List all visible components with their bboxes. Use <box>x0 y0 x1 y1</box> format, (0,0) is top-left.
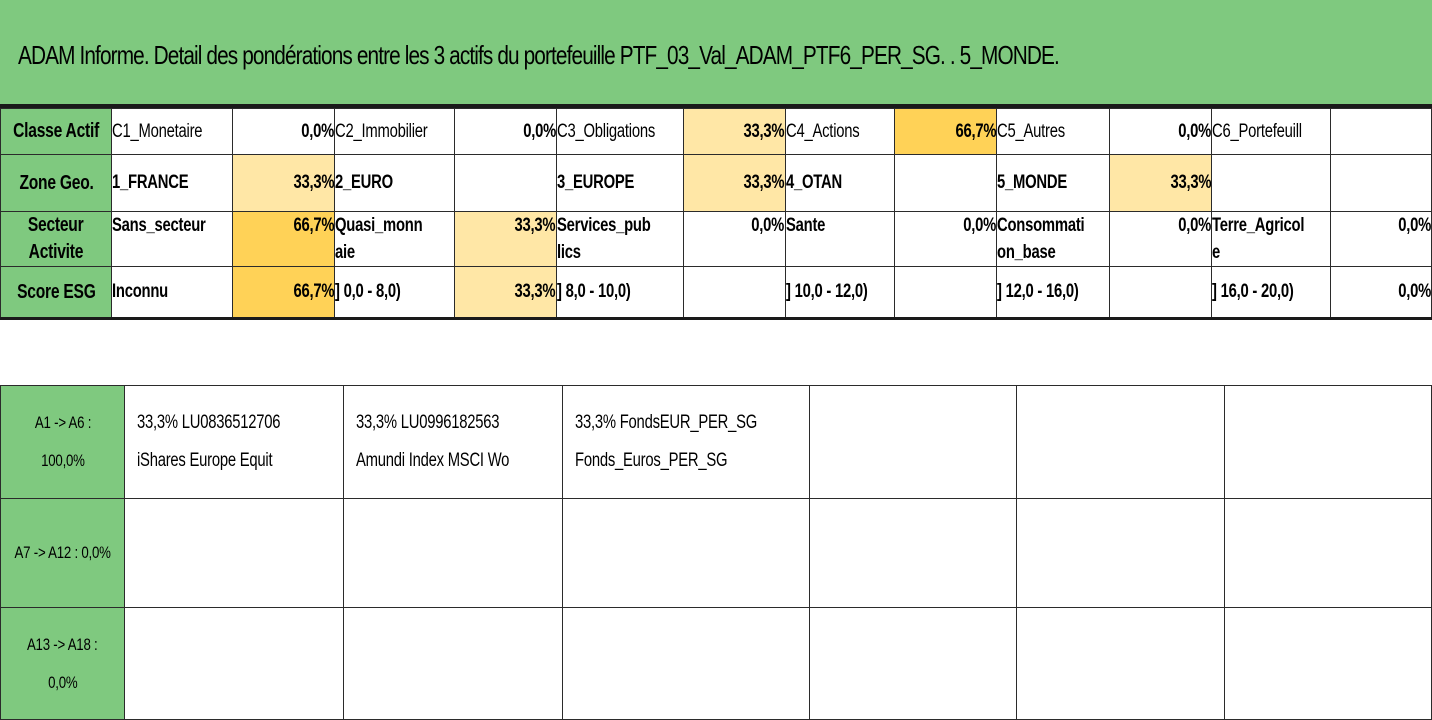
cell-value[interactable]: 33,3% <box>453 266 557 320</box>
cell-value[interactable] <box>1109 266 1213 320</box>
cell-value[interactable]: 66,7% <box>232 266 336 320</box>
cell-label[interactable]: Inconnu <box>111 266 234 320</box>
cell-label[interactable]: 5_MONDE <box>996 154 1111 212</box>
asset-cell-empty[interactable] <box>808 498 1018 608</box>
cell-label[interactable]: C1_Monetaire <box>111 108 234 155</box>
asset-cell-empty[interactable] <box>562 498 810 608</box>
cell-label[interactable]: ] 8,0 - 10,0) <box>555 266 684 320</box>
cell-label[interactable]: Consommati on_base <box>996 211 1111 267</box>
asset-cell-empty[interactable] <box>1223 607 1432 720</box>
asset-cell-empty[interactable] <box>1223 385 1432 499</box>
cell-label[interactable]: 3_EUROPE <box>555 154 684 212</box>
cell-value[interactable]: 0,0% <box>453 108 557 155</box>
asset-cell-empty[interactable] <box>1016 385 1225 499</box>
row-header-zone[interactable]: Zone Geo. <box>0 154 113 212</box>
weights-table: Classe Actif C1_Monetaire 0,0% C2_Immobi… <box>0 108 1432 320</box>
cell-value[interactable]: 0,0% <box>232 108 336 155</box>
cell-label[interactable]: C3_Obligations <box>555 108 684 155</box>
asset-cell[interactable]: 33,3% FondsEUR_PER_SG Fonds_Euros_PER_SG <box>562 385 810 499</box>
row-zone-geo: Zone Geo. 1_FRANCE 33,3% 2_EURO 3_EUROPE… <box>0 154 1432 212</box>
cell-label[interactable]: C4_Actions <box>784 108 895 155</box>
row-header-score[interactable]: Score ESG <box>0 266 113 320</box>
cell-value[interactable]: 0,0% <box>1109 211 1213 267</box>
cell-value[interactable] <box>1330 108 1432 155</box>
cell-label[interactable]: C6_Portefeuill <box>1211 108 1332 155</box>
assets-row-a13-a18: A13 -> A18 : 0,0% <box>0 607 1432 720</box>
asset-cell[interactable]: 33,3% LU0996182563 Amundi Index MSCI Wo <box>342 385 564 499</box>
asset-cell-empty[interactable] <box>124 607 344 720</box>
title-bar: ADAM Informe. Detail des pondérations en… <box>0 0 1432 108</box>
assets-header-a1-a6[interactable]: A1 -> A6 : 100,0% <box>0 385 126 499</box>
cell-label[interactable]: C2_Immobilier <box>334 108 455 155</box>
cell-value[interactable]: 66,7% <box>232 211 336 267</box>
asset-cell-empty[interactable] <box>342 607 564 720</box>
assets-header-a7-a12[interactable]: A7 -> A12 : 0,0% <box>0 498 126 608</box>
asset-cell-empty[interactable] <box>124 498 344 608</box>
asset-cell-empty[interactable] <box>1223 498 1432 608</box>
asset-cell-empty[interactable] <box>1016 607 1225 720</box>
cell-label[interactable]: Terre_Agricol e <box>1211 211 1332 267</box>
cell-value[interactable]: 33,3% <box>232 154 336 212</box>
cell-value[interactable]: 0,0% <box>1330 266 1432 320</box>
cell-value[interactable]: 0,0% <box>682 211 786 267</box>
cell-label[interactable]: ] 10,0 - 12,0) <box>784 266 895 320</box>
report-title: ADAM Informe. Detail des pondérations en… <box>18 40 1060 70</box>
cell-label[interactable]: Sans_secteur <box>111 211 234 267</box>
cell-value[interactable] <box>682 266 786 320</box>
cell-label[interactable]: ] 12,0 - 16,0) <box>996 266 1111 320</box>
asset-cell-empty[interactable] <box>562 607 810 720</box>
asset-cell[interactable]: 33,3% LU0836512706 iShares Europe Equit <box>124 385 344 499</box>
assets-table: A1 -> A6 : 100,0% 33,3% LU0836512706 iSh… <box>0 385 1432 720</box>
cell-label[interactable] <box>1211 154 1332 212</box>
asset-cell-empty[interactable] <box>808 607 1018 720</box>
cell-label[interactable]: Sante <box>784 211 895 267</box>
assets-row-a1-a6: A1 -> A6 : 100,0% 33,3% LU0836512706 iSh… <box>0 385 1432 499</box>
cell-value[interactable]: 33,3% <box>682 154 786 212</box>
asset-cell-empty[interactable] <box>808 385 1018 499</box>
cell-value[interactable]: 0,0% <box>893 211 998 267</box>
cell-value[interactable]: 0,0% <box>1109 108 1213 155</box>
cell-label[interactable]: ] 16,0 - 20,0) <box>1211 266 1332 320</box>
assets-header-a13-a18[interactable]: A13 -> A18 : 0,0% <box>0 607 126 720</box>
row-score-esg: Score ESG Inconnu 66,7% ] 0,0 - 8,0) 33,… <box>0 266 1432 320</box>
cell-value[interactable]: 33,3% <box>682 108 786 155</box>
cell-value[interactable] <box>453 154 557 212</box>
asset-cell-empty[interactable] <box>1016 498 1225 608</box>
cell-label[interactable]: C5_Autres <box>996 108 1111 155</box>
cell-value[interactable] <box>1330 154 1432 212</box>
cell-value[interactable]: 33,3% <box>453 211 557 267</box>
cell-label[interactable]: Quasi_monn aie <box>334 211 455 267</box>
cell-value[interactable]: 33,3% <box>1109 154 1213 212</box>
assets-row-a7-a12: A7 -> A12 : 0,0% <box>0 498 1432 608</box>
row-header-classe[interactable]: Classe Actif <box>0 108 113 155</box>
row-classe-actif: Classe Actif C1_Monetaire 0,0% C2_Immobi… <box>0 108 1432 155</box>
cell-value[interactable]: 0,0% <box>1330 211 1432 267</box>
cell-value[interactable]: 66,7% <box>893 108 998 155</box>
asset-cell-empty[interactable] <box>342 498 564 608</box>
cell-label[interactable]: ] 0,0 - 8,0) <box>334 266 455 320</box>
cell-value[interactable] <box>893 154 998 212</box>
cell-label[interactable]: Services_pub lics <box>555 211 684 267</box>
row-header-secteur[interactable]: Secteur Activite <box>0 211 113 267</box>
cell-label[interactable]: 4_OTAN <box>784 154 895 212</box>
row-secteur-activite: Secteur Activite Sans_secteur 66,7% Quas… <box>0 211 1432 267</box>
cell-label[interactable]: 1_FRANCE <box>111 154 234 212</box>
cell-label[interactable]: 2_EURO <box>334 154 455 212</box>
cell-value[interactable] <box>893 266 998 320</box>
